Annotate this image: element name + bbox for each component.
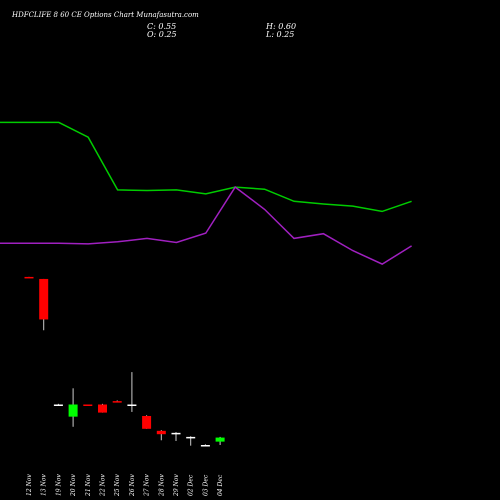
chart-title: HDFCLIFE 8 60 CE Options Chart Munafasut… [12, 11, 199, 19]
candle-body [68, 404, 78, 417]
candle-body [156, 430, 166, 435]
candle-body [39, 278, 49, 320]
x-tick-label: 27 Nov [144, 474, 151, 497]
candle-body [112, 401, 122, 403]
x-tick-label: 04 Dec [217, 474, 224, 496]
candle [215, 436, 225, 445]
candle [39, 278, 49, 331]
x-tick-label: 29 Nov [173, 474, 180, 497]
candle-body [127, 404, 137, 406]
low-value: L: 0.25 [266, 30, 295, 39]
candle [98, 403, 107, 413]
candle [156, 430, 166, 441]
candle-body [83, 404, 93, 406]
candle [200, 444, 210, 447]
candle [142, 415, 152, 429]
x-tick-label: 19 Nov [55, 474, 62, 496]
candle [68, 388, 78, 427]
candle [171, 432, 181, 441]
candle-body [98, 404, 107, 413]
candle-body [171, 432, 181, 435]
high-value: H: 0.60 [266, 22, 297, 31]
candle-body [53, 404, 63, 406]
candle-body [186, 436, 196, 439]
candle [24, 276, 34, 279]
x-tick-label: 02 Dec [188, 474, 195, 496]
open-value: O: 0.25 [147, 30, 177, 39]
candle [112, 400, 122, 403]
x-tick-label: 25 Nov [114, 474, 121, 497]
x-tick-label: 12 Nov [26, 474, 33, 496]
candle-body [142, 415, 152, 429]
x-tick-label: 26 Nov [129, 474, 136, 497]
candle [127, 372, 137, 412]
x-tick-label: 03 Dec [202, 474, 209, 496]
candle [186, 436, 196, 446]
indicator-lines [0, 121, 412, 265]
x-tick-label: 28 Nov [158, 474, 165, 497]
candles [24, 276, 225, 447]
close-value: C: 0.55 [147, 22, 177, 31]
candle [53, 403, 63, 406]
green-indicator-line [0, 121, 412, 213]
purple-indicator-line [0, 186, 412, 265]
candle-body [24, 276, 34, 279]
x-axis-labels: 12 Nov 13 Nov 19 Nov 20 Nov 21 Nov 22 Nov 25 N… [26, 474, 224, 497]
x-tick-label: 21 Nov [85, 474, 92, 497]
x-tick-label: 20 Nov [70, 474, 77, 497]
candle [83, 404, 93, 406]
candle-body [200, 445, 210, 447]
candle-body [215, 437, 225, 442]
x-tick-label: 22 Nov [100, 474, 107, 497]
x-tick-label: 13 Nov [41, 474, 48, 496]
